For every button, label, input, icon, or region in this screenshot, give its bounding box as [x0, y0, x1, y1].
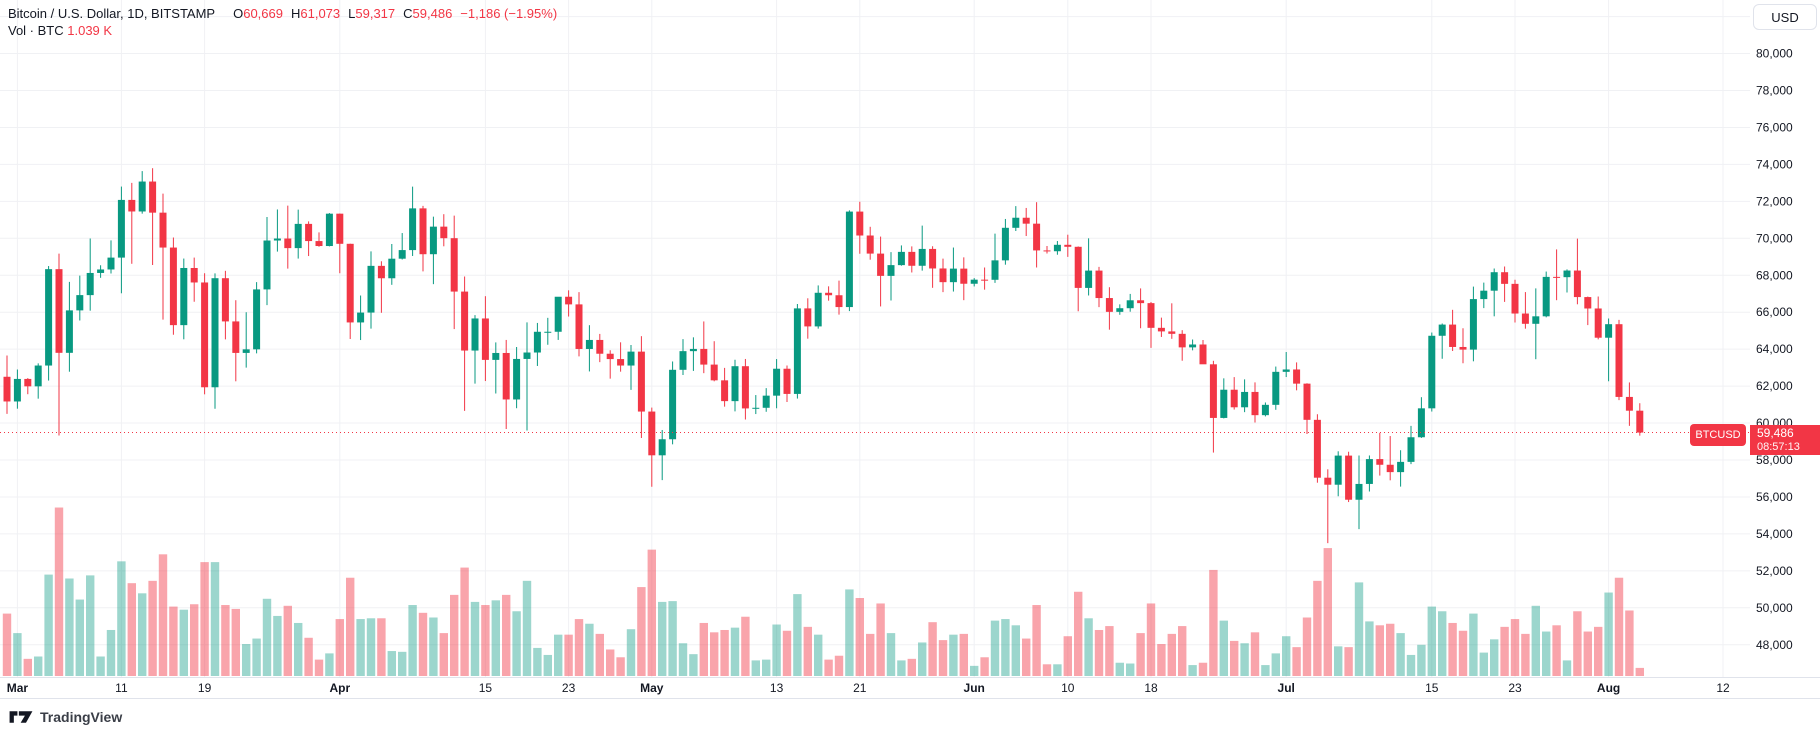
open-value: 60,669 [243, 6, 283, 21]
volume-label[interactable]: Vol · BTC [8, 23, 64, 38]
svg-text:48,000: 48,000 [1756, 638, 1793, 652]
currency-toggle-button[interactable]: USD [1753, 4, 1817, 30]
svg-text:Apr: Apr [329, 681, 350, 695]
svg-text:64,000: 64,000 [1756, 342, 1793, 356]
symbol-title[interactable]: Bitcoin / U.S. Dollar, 1D, BITSTAMP [8, 6, 216, 21]
svg-text:74,000: 74,000 [1756, 157, 1793, 171]
high-label: H [290, 6, 301, 21]
svg-text:23: 23 [562, 681, 576, 695]
tradingview-logo-icon [9, 711, 33, 723]
svg-text:50,000: 50,000 [1756, 601, 1793, 615]
brand-footer[interactable]: TradingView [8, 707, 122, 727]
svg-text:80,000: 80,000 [1756, 47, 1793, 61]
svg-text:54,000: 54,000 [1756, 527, 1793, 541]
svg-text:70,000: 70,000 [1756, 231, 1793, 245]
close-value: 59,486 [412, 6, 453, 21]
svg-text:78,000: 78,000 [1756, 84, 1793, 98]
svg-text:72,000: 72,000 [1756, 194, 1793, 208]
low-label: L [348, 6, 356, 21]
svg-text:15: 15 [1425, 681, 1439, 695]
svg-text:76,000: 76,000 [1756, 120, 1793, 134]
svg-text:23: 23 [1508, 681, 1522, 695]
svg-text:56,000: 56,000 [1756, 490, 1793, 504]
svg-text:68,000: 68,000 [1756, 268, 1793, 282]
svg-text:18: 18 [1144, 681, 1158, 695]
brand-name: TradingView [40, 709, 123, 725]
svg-text:May: May [640, 681, 664, 695]
svg-text:58,000: 58,000 [1756, 453, 1793, 467]
legend-row-main: Bitcoin / U.S. Dollar, 1D, BITSTAMP O60,6… [8, 5, 557, 22]
symbol-price-pill: BTCUSD [1690, 424, 1746, 446]
svg-text:19: 19 [198, 681, 212, 695]
symbol-legend: Bitcoin / U.S. Dollar, 1D, BITSTAMP O60,6… [8, 5, 557, 39]
last-price-badge: 59,486 08:57:13 [1750, 425, 1820, 455]
svg-text:10: 10 [1061, 681, 1075, 695]
svg-text:Jul: Jul [1278, 681, 1295, 695]
svg-text:52,000: 52,000 [1756, 564, 1793, 578]
svg-text:11: 11 [115, 681, 128, 695]
svg-text:13: 13 [770, 681, 784, 695]
svg-text:Aug: Aug [1597, 681, 1620, 695]
price-axis[interactable] [1750, 0, 1820, 677]
bar-countdown: 08:57:13 [1757, 441, 1800, 453]
volume-value: 1.039 K [67, 23, 113, 38]
low-value: 59,317 [355, 6, 396, 21]
high-value: 61,073 [300, 6, 341, 21]
time-axis[interactable] [0, 678, 1750, 698]
svg-text:62,000: 62,000 [1756, 379, 1793, 393]
close-label: C [403, 6, 413, 21]
svg-text:12: 12 [1716, 681, 1730, 695]
legend-row-volume: Vol · BTC 1.039 K [8, 22, 557, 39]
open-label: O [233, 6, 244, 21]
svg-text:15: 15 [479, 681, 493, 695]
svg-text:21: 21 [853, 681, 867, 695]
svg-text:Mar: Mar [7, 681, 29, 695]
change-value: −1,186 (−1.95%) [460, 6, 558, 21]
svg-text:66,000: 66,000 [1756, 305, 1793, 319]
svg-text:Jun: Jun [964, 681, 985, 695]
last-price: 59,486 [1757, 426, 1794, 440]
